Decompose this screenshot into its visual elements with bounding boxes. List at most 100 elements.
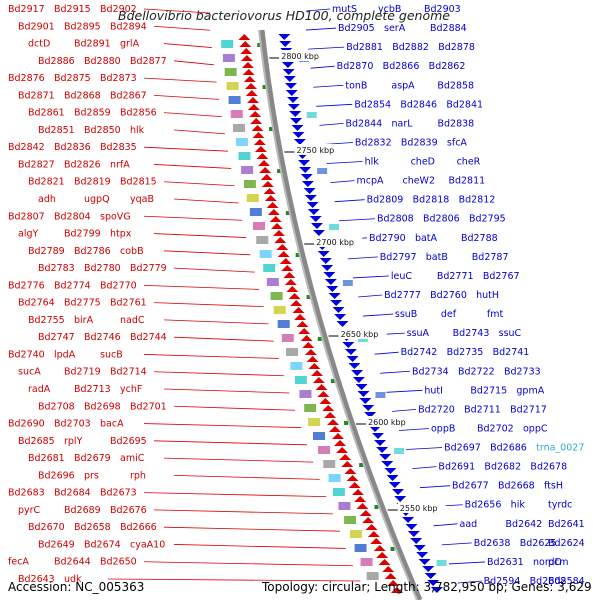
feature-block: [266, 278, 279, 286]
feature-blocks: [221, 40, 447, 580]
label-connector: [163, 457, 314, 463]
feature-dot: [390, 547, 395, 551]
gene-label-left: udk: [64, 574, 82, 585]
feature-block: [394, 448, 405, 454]
scale-label: 2700 kbp: [316, 238, 354, 247]
feature-dot: [344, 421, 349, 425]
forward-gene-arrow: [276, 244, 289, 250]
gene-label-right: Bd2631: [487, 557, 524, 568]
feature-block: [299, 390, 312, 398]
feature-dot: [285, 211, 290, 215]
gene-label-left: amiC: [120, 453, 145, 464]
gene-label-right: Bd2777: [384, 290, 421, 301]
gene-label-left: Bd2695: [110, 436, 147, 447]
gene-label-right: Bd2866: [383, 61, 420, 72]
reverse-gene-arrow: [388, 482, 401, 488]
gene-label-left: Bd2789: [28, 246, 65, 257]
gene-label-left: Bd2644: [54, 557, 91, 568]
gene-label-left: Bd2861: [28, 108, 65, 119]
forward-gene-arrow: [373, 545, 386, 551]
gene-label-left: prs: [84, 470, 99, 481]
feature-block: [342, 280, 353, 286]
forward-gene-arrow: [281, 265, 294, 271]
feature-block: [349, 530, 362, 538]
gene-label-right: ycbB: [378, 4, 401, 15]
forward-gene-arrow: [279, 258, 292, 264]
label-connector: [153, 94, 220, 100]
feature-block: [235, 138, 248, 146]
gene-label-left: Bd2719: [64, 367, 101, 378]
forward-gene-arrow: [264, 195, 277, 201]
label-connector: [362, 313, 393, 317]
reverse-gene-arrow: [418, 559, 431, 565]
gene-label-left: Bd2703: [54, 419, 91, 430]
reverse-gene-arrow: [330, 300, 343, 306]
forward-gene-arrow: [319, 398, 332, 404]
gene-label-left: Bd2658: [74, 522, 111, 533]
feature-block: [360, 558, 373, 566]
scale-label: 2600 kbp: [368, 418, 406, 427]
gene-label-left: Bd2877: [130, 56, 167, 67]
forward-gene-arrow: [247, 104, 260, 110]
reverse-gene-arrow: [303, 188, 316, 194]
gene-label-left: Bd2875: [54, 73, 91, 84]
gene-label-right: Bd2870: [337, 61, 374, 72]
feature-dot: [257, 43, 262, 47]
gene-label-left: Bd2859: [74, 108, 111, 119]
gene-label-left: lpdA: [54, 349, 76, 360]
label-connector: [338, 218, 376, 222]
feature-dot: [374, 505, 379, 509]
label-connector: [173, 544, 346, 549]
forward-gene-arrow: [339, 454, 352, 460]
forward-gene-arrow: [283, 272, 296, 278]
label-connector: [163, 43, 212, 48]
gene-label-right: Bd2795: [469, 214, 506, 225]
reverse-gene-arrow: [424, 573, 437, 579]
gene-label-left: Bd2799: [64, 229, 101, 240]
gene-label-right: Bd2742: [401, 347, 438, 358]
forward-gene-arrow: [362, 517, 375, 523]
label-connector: [406, 447, 443, 450]
feature-block: [221, 40, 234, 48]
forward-gene-arrow: [256, 153, 269, 159]
gene-label-right: Bd2790: [369, 233, 406, 244]
label-connector: [143, 492, 327, 498]
label-connector: [143, 215, 243, 221]
gene-label-right: ftsH: [544, 481, 563, 492]
feature-dot: [295, 253, 300, 257]
gene-label-left: fecA: [8, 557, 29, 568]
reverse-gene-arrow: [304, 195, 317, 201]
label-connector: [163, 250, 251, 256]
reverse-gene-arrow: [282, 69, 295, 75]
feature-block: [308, 418, 321, 426]
forward-gene-arrow: [247, 97, 260, 103]
gene-label-right: Bd2668: [498, 481, 535, 492]
reverse-gene-arrow: [300, 174, 313, 180]
gene-label-right: Bd2638: [474, 538, 511, 549]
feature-dot: [359, 463, 364, 467]
gene-label-left: Bd2880: [84, 56, 121, 67]
gene-label-right: Bd2844: [346, 118, 383, 129]
right-label-lines: [305, 8, 486, 584]
scale-label: 2550 kbp: [400, 504, 438, 513]
feature-dot: [330, 379, 335, 383]
gene-label-right: cheW2: [402, 176, 435, 187]
feature-block: [304, 404, 317, 412]
forward-gene-arrow: [272, 230, 285, 236]
reverse-gene-arrow: [402, 517, 415, 523]
gene-label-left: Bd2775: [64, 298, 101, 309]
label-connector: [153, 302, 264, 308]
forward-strand-genes: [238, 34, 403, 593]
forward-gene-arrow: [311, 370, 324, 376]
gene-label-right: fmt: [487, 309, 504, 320]
reverse-gene-arrow: [309, 216, 322, 222]
forward-gene-arrow: [261, 181, 274, 187]
gene-label-left: Bd2780: [84, 263, 121, 274]
reverse-gene-arrow: [299, 167, 312, 173]
gene-label-left: Bd2917: [8, 4, 45, 15]
label-connector: [163, 112, 222, 118]
gene-label-right: oppC: [523, 423, 548, 434]
gene-label-left: Bd2676: [110, 505, 147, 516]
label-connector: [163, 319, 269, 325]
gene-label-left: bacA: [100, 419, 124, 430]
